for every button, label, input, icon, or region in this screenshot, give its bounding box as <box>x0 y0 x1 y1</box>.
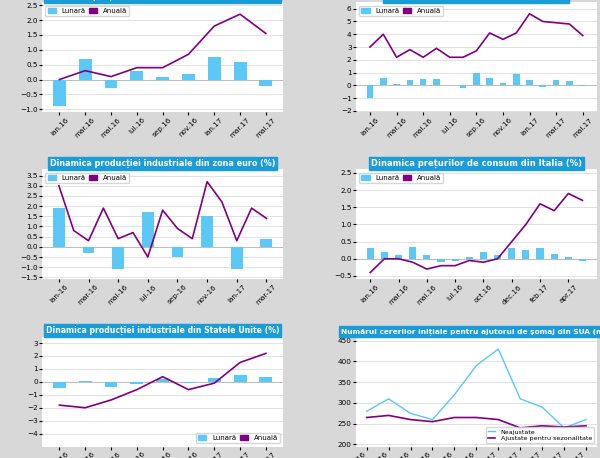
Bar <box>182 74 195 80</box>
Bar <box>53 382 66 388</box>
Neajustate <box>385 396 392 402</box>
Bar <box>112 247 124 269</box>
Bar <box>565 257 572 259</box>
Bar <box>487 78 493 85</box>
Line: Neajustate: Neajustate <box>367 349 586 428</box>
Ajustate pentru sezonalitate <box>363 415 370 420</box>
Neajustate <box>494 346 502 352</box>
Title: Dinamica vânzărilor retail din SUA (%): Dinamica vânzărilor retail din SUA (%) <box>385 0 568 1</box>
Ajustate pentru sezonalitate <box>517 425 524 431</box>
Ajustate pentru sezonalitate <box>429 419 436 425</box>
Legend: Lunară, Anuală: Lunară, Anuală <box>46 173 129 183</box>
Bar <box>553 80 559 85</box>
Bar <box>437 259 445 262</box>
Neajustate <box>517 396 524 402</box>
Bar <box>380 78 386 85</box>
Bar <box>539 85 546 87</box>
Bar <box>208 378 221 382</box>
Bar <box>130 71 143 80</box>
Neajustate <box>451 392 458 398</box>
Bar <box>526 80 533 85</box>
Title: Dinamica producției industriale din zona euro (%): Dinamica producției industriale din zona… <box>50 159 275 168</box>
Bar <box>201 216 213 247</box>
Bar <box>480 252 487 259</box>
Bar <box>407 80 413 85</box>
Legend: Lunară, Anuală: Lunară, Anuală <box>359 6 443 16</box>
Legend: Lunară, Anuală: Lunară, Anuală <box>46 6 129 16</box>
Bar <box>460 85 466 88</box>
Bar <box>208 57 221 80</box>
Bar <box>551 254 558 259</box>
Bar <box>508 249 515 259</box>
Bar <box>513 74 520 85</box>
Bar <box>156 76 169 80</box>
Neajustate <box>407 411 414 416</box>
Ajustate pentru sezonalitate <box>539 423 546 429</box>
Bar <box>172 247 184 257</box>
Bar <box>233 376 247 382</box>
Ajustate pentru sezonalitate <box>473 415 480 420</box>
Bar <box>536 249 544 259</box>
Legend: Lunară, Anuală: Lunară, Anuală <box>196 433 280 443</box>
Bar <box>473 73 479 85</box>
Bar <box>259 80 272 86</box>
Legend: Lunară, Anuală: Lunară, Anuală <box>359 173 443 183</box>
Bar <box>579 259 586 261</box>
Bar <box>393 84 400 85</box>
Bar <box>231 247 242 269</box>
Bar <box>156 379 169 382</box>
Neajustate <box>363 409 370 414</box>
Bar <box>367 85 373 98</box>
Bar <box>53 208 65 247</box>
Title: Numărul cererilor inițiale pentru ajutorul de şomaj din SUA (mii): Numărul cererilor inițiale pentru ajutor… <box>341 328 600 335</box>
Line: Ajustate pentru sezonalitate: Ajustate pentru sezonalitate <box>367 415 586 428</box>
Bar <box>83 247 94 253</box>
Bar <box>259 376 272 382</box>
Legend: Neajustate, Ajustate pentru sezonalitate: Neajustate, Ajustate pentru sezonalitate <box>486 427 594 443</box>
Neajustate <box>560 425 568 431</box>
Ajustate pentru sezonalitate <box>451 415 458 420</box>
Bar <box>395 256 402 259</box>
Bar <box>420 79 427 85</box>
Bar <box>104 80 118 88</box>
Neajustate <box>583 417 590 422</box>
Bar <box>494 256 501 259</box>
Bar <box>104 382 118 387</box>
Bar <box>53 80 66 106</box>
Bar <box>580 85 586 86</box>
Bar <box>452 259 458 261</box>
Bar <box>233 62 247 80</box>
Ajustate pentru sezonalitate <box>583 423 590 429</box>
Neajustate <box>539 404 546 410</box>
Bar <box>433 79 440 85</box>
Bar <box>182 382 195 383</box>
Ajustate pentru sezonalitate <box>407 417 414 422</box>
Bar <box>130 382 143 384</box>
Bar <box>500 83 506 85</box>
Bar <box>260 239 272 247</box>
Title: Dinamica prețurilor de consum din Italia (%): Dinamica prețurilor de consum din Italia… <box>371 159 582 168</box>
Title: Dinamica producției industriale din Statele Unite (%): Dinamica producției industriale din Stat… <box>46 326 280 335</box>
Title: Dinamica prețurilor de consum din Germania (%): Dinamica prețurilor de consum din German… <box>46 0 279 1</box>
Ajustate pentru sezonalitate <box>494 417 502 422</box>
Bar <box>79 59 92 80</box>
Bar <box>566 81 573 85</box>
Bar <box>523 250 529 259</box>
Bar <box>423 256 430 259</box>
Neajustate <box>473 363 480 368</box>
Bar <box>381 252 388 259</box>
Bar <box>79 381 92 382</box>
Bar <box>409 247 416 259</box>
Ajustate pentru sezonalitate <box>385 413 392 418</box>
Neajustate <box>429 417 436 422</box>
Ajustate pentru sezonalitate <box>560 424 568 430</box>
Bar <box>466 257 473 259</box>
Bar <box>367 249 374 259</box>
Bar <box>142 212 154 247</box>
